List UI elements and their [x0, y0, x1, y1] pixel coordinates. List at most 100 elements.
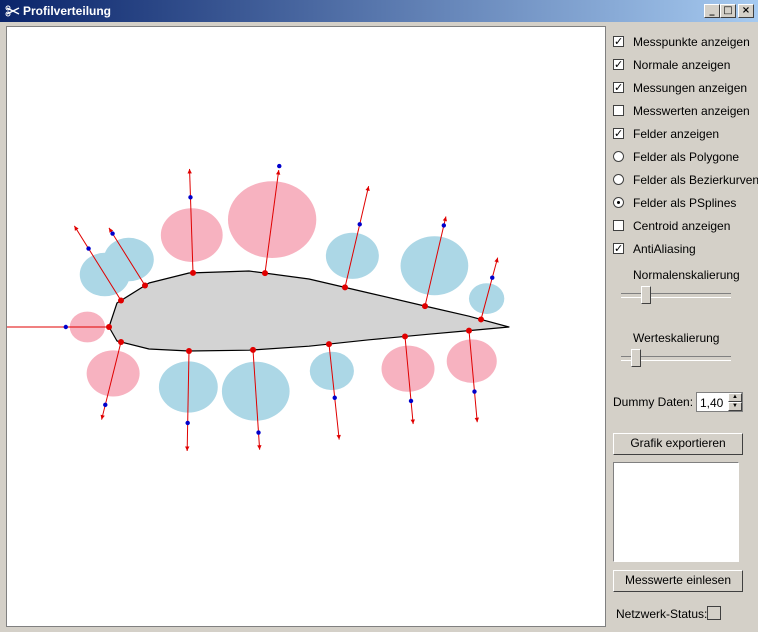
normal-arrowhead-8 [494, 257, 499, 263]
checkbox-box[interactable] [613, 220, 624, 231]
radio-button[interactable] [613, 151, 624, 162]
close-icon: × [741, 5, 751, 16]
normal-line-6 [344, 186, 370, 288]
normal-arrowhead-14 [474, 417, 480, 423]
dummy-data-label: Dummy Daten: [613, 395, 694, 409]
measurement-point-14 [472, 389, 477, 394]
spin-up-button[interactable]: ▲ [728, 393, 742, 402]
normal-line-7 [424, 216, 447, 307]
option-label: Felder als PSplines [633, 196, 737, 210]
normal-line-3 [108, 227, 146, 286]
normal-arrowhead-12 [336, 434, 341, 440]
dummy-data-row: Dummy Daten: 1,40 ▲ ▼ [613, 392, 753, 414]
normal-line-5 [264, 169, 280, 274]
read-measurements-button[interactable]: Messwerte einlesen [613, 570, 743, 592]
value-scale-track[interactable] [621, 356, 731, 361]
window-title: Profilverteilung [23, 4, 112, 18]
option-label: AntiAliasing [633, 242, 696, 256]
dummy-data-spinner[interactable]: 1,40 ▲ ▼ [696, 392, 743, 412]
normal-arrowhead-2 [74, 225, 79, 231]
normal-arrowhead-10 [185, 446, 190, 451]
close-button[interactable]: × [738, 4, 754, 18]
checkbox-box[interactable]: ✓ [613, 35, 624, 48]
normal-line-12 [328, 344, 340, 440]
normal-arrowhead-9 [100, 414, 105, 420]
measure-point-4 [190, 269, 196, 276]
profile-plot [1, 163, 510, 451]
option-label: Centroid anzeigen [633, 219, 731, 233]
normal-line-10 [186, 350, 190, 451]
normal-arrowhead-6 [365, 186, 370, 191]
measurement-point-1 [63, 324, 68, 330]
message-listbox[interactable] [613, 462, 739, 562]
measure-point-11 [250, 346, 256, 353]
value-scale-label: Werteskalierung [633, 331, 720, 345]
minimize-icon: _ [709, 5, 715, 16]
network-status-label: Netzwerk-Status: [616, 607, 708, 621]
network-status-row: Netzwerk-Status: [613, 606, 753, 624]
measurement-point-13 [408, 398, 414, 404]
maximize-button[interactable]: □ [720, 4, 736, 18]
measurement-point-10 [185, 420, 190, 426]
radio-button[interactable] [613, 174, 624, 185]
checkbox-box[interactable]: ✓ [613, 242, 624, 255]
option-label: Messwerten anzeigen [633, 104, 750, 118]
normal-arrowhead-11 [257, 445, 262, 450]
checkbox-box[interactable] [613, 105, 624, 116]
measurement-point-12 [332, 395, 337, 400]
export-graphic-button[interactable]: Grafik exportieren [613, 433, 743, 455]
normal-line-4 [189, 168, 194, 273]
network-status-indicator [707, 606, 721, 620]
measure-point-3 [142, 282, 148, 289]
normal-scale-track[interactable] [621, 293, 731, 298]
normal-arrowhead-7 [442, 216, 448, 222]
option-label: Felder als Polygone [633, 150, 740, 164]
normal-arrowhead-3 [108, 227, 114, 233]
measure-point-1 [106, 324, 112, 330]
measurement-point-7 [441, 223, 447, 228]
normal-line-2 [73, 225, 122, 301]
option-label: Messungen anzeigen [633, 81, 748, 95]
measure-point-8 [478, 316, 484, 323]
dummy-data-value[interactable]: 1,40 [700, 396, 724, 410]
radio-dot [617, 201, 620, 204]
checkbox-box[interactable]: ✓ [613, 81, 624, 94]
profile-canvas[interactable] [1, 26, 606, 627]
checkbox-box[interactable]: ✓ [613, 58, 624, 71]
title-bar: Profilverteilung _ □ × [0, 0, 758, 22]
normal-scale-thumb[interactable] [641, 286, 651, 304]
measure-point-2 [118, 297, 124, 304]
measure-point-13 [402, 333, 408, 340]
normal-line-8 [480, 257, 499, 320]
measurement-point-11 [256, 430, 261, 435]
measurement-point-9 [103, 402, 108, 408]
measurement-point-2 [86, 246, 91, 251]
measurement-point-6 [357, 222, 362, 227]
normal-scale-label: Normalenskalierung [633, 268, 740, 282]
option-label: Messpunkte anzeigen [633, 35, 750, 49]
spin-down-button[interactable]: ▼ [728, 402, 742, 411]
radio-button[interactable] [613, 197, 624, 208]
option-label: Felder als Bezierkurven [633, 173, 758, 187]
measure-point-6 [342, 284, 348, 291]
measure-point-14 [466, 327, 472, 334]
normal-arrowhead-4 [187, 168, 192, 174]
minimize-button[interactable]: _ [704, 4, 720, 18]
measurement-point-8 [490, 275, 495, 280]
option-label: Felder anzeigen [633, 127, 720, 141]
measurement-point-3 [110, 231, 115, 236]
measurement-point-4 [188, 195, 193, 200]
normal-line-13 [404, 336, 414, 425]
value-scale-thumb[interactable] [631, 349, 641, 367]
measurement-point-5 [277, 163, 282, 169]
normal-arrowhead-5 [275, 170, 281, 175]
measure-point-10 [186, 348, 192, 354]
measure-point-12 [326, 341, 332, 348]
measure-point-5 [262, 270, 268, 277]
normal-arrowhead-13 [410, 419, 415, 425]
measure-point-9 [118, 339, 124, 345]
maximize-icon: □ [723, 5, 733, 16]
checkbox-box[interactable]: ✓ [613, 127, 624, 140]
option-label: Normale anzeigen [633, 58, 731, 72]
scissors-icon [5, 5, 20, 17]
